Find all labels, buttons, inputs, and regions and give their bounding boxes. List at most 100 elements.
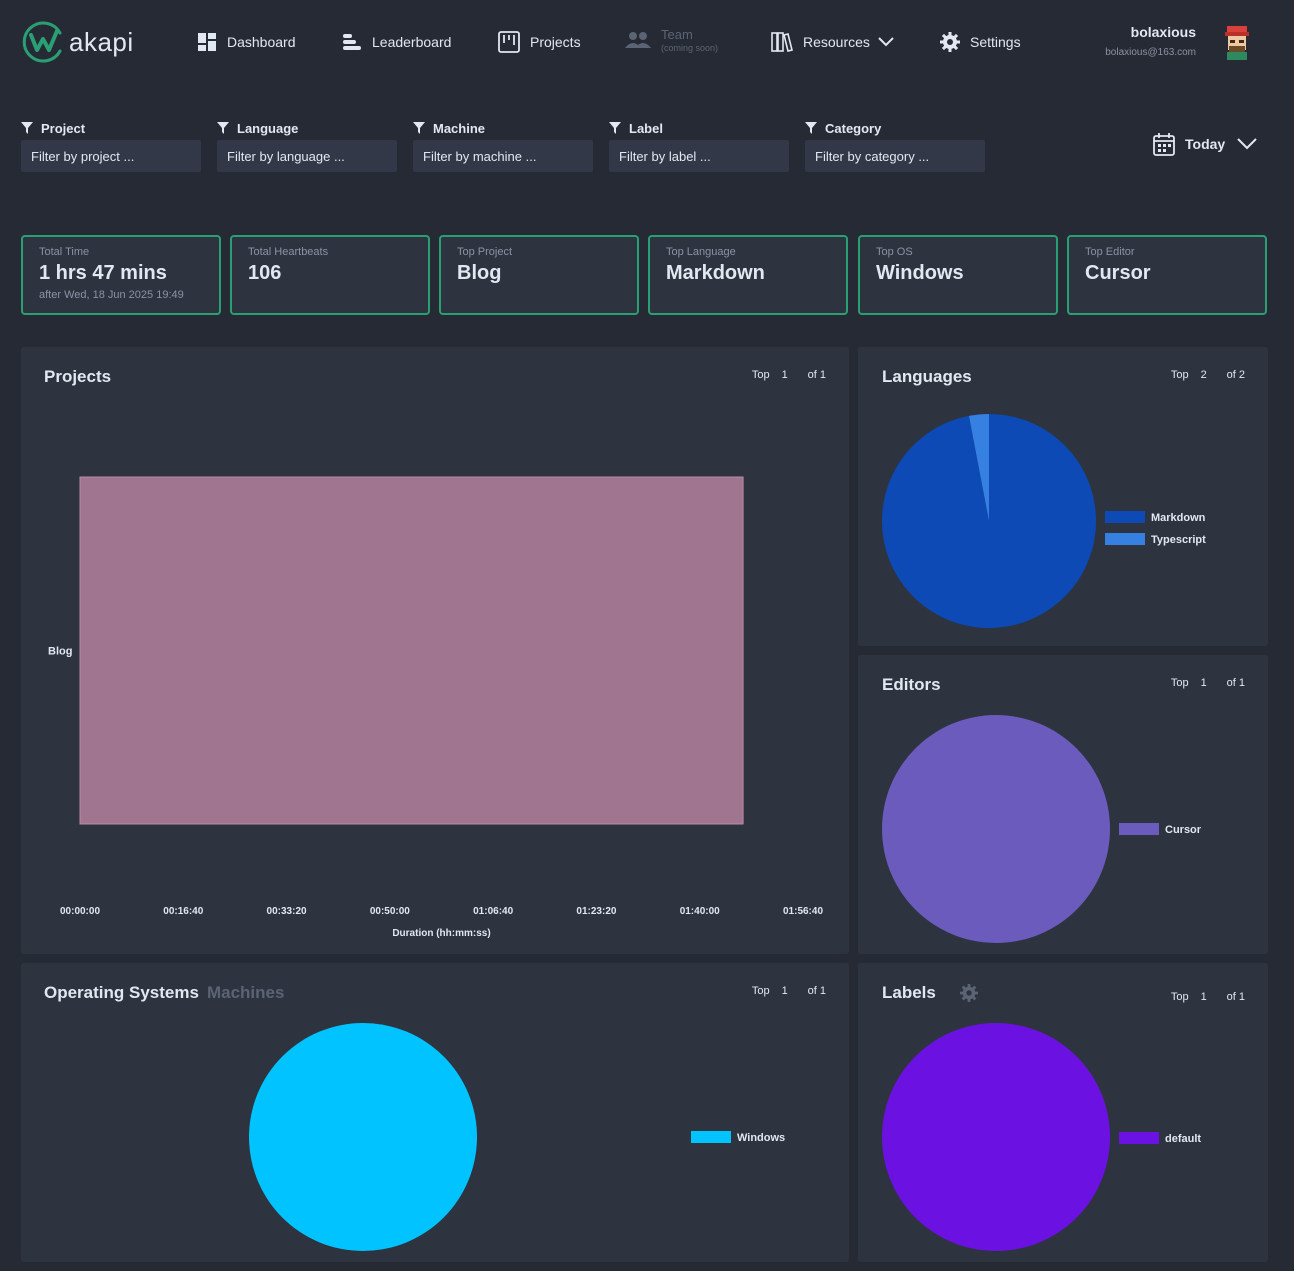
nav-team-label: Team: [661, 26, 693, 42]
dashboard-icon: [198, 33, 216, 51]
nav-leaderboard-label: Leaderboard: [372, 34, 452, 50]
x-tick-label: 00:00:00: [60, 906, 100, 917]
languages-panel: Languages Top 2 of 2 Markdown Typescript: [858, 347, 1268, 646]
pie-slice-cursor[interactable]: [882, 715, 1110, 943]
category-filter-input[interactable]: [805, 140, 985, 172]
category-label: Blog: [48, 646, 72, 658]
nav-leaderboard[interactable]: Leaderboard: [342, 30, 451, 54]
filter-project-label: Project: [41, 120, 86, 136]
filter-icon: [413, 122, 425, 134]
stat-value: Cursor: [1085, 262, 1151, 284]
panel-title: Projects: [44, 367, 112, 386]
nav-settings[interactable]: Settings: [940, 30, 1021, 54]
x-axis-label: Duration (hh:mm:ss): [392, 928, 490, 939]
legend-label[interactable]: Cursor: [1165, 824, 1202, 836]
stat-top-project: Top Project Blog: [439, 235, 639, 315]
top-n-input[interactable]: 1: [781, 369, 788, 381]
os-pie-chart: Windows: [249, 1023, 785, 1251]
pie-slice-typescript[interactable]: [968, 414, 989, 521]
pie-slice-default[interactable]: [882, 1023, 1110, 1251]
filter-language: Language: [217, 120, 397, 172]
label-filter-input[interactable]: [609, 140, 789, 172]
top-label: Top: [1170, 677, 1189, 689]
top-label: Top: [751, 985, 770, 997]
top-n-input[interactable]: 2: [1200, 369, 1207, 381]
x-tick-label: 01:23:20: [576, 906, 616, 917]
of-total: of 1: [807, 985, 826, 997]
stat-value: Blog: [457, 262, 502, 284]
date-range-select[interactable]: Today: [1153, 132, 1257, 156]
stat-title: Top Editor: [1085, 246, 1135, 258]
legend-swatch[interactable]: [1119, 1132, 1159, 1144]
legend-label[interactable]: Typescript: [1151, 534, 1206, 546]
of-total: of 1: [1226, 991, 1245, 1003]
user-info[interactable]: bolaxious bolaxious@163.com: [1105, 24, 1196, 58]
editors-panel: Editors Top 1 of 1 Cursor: [858, 655, 1268, 954]
books-icon: [771, 32, 793, 52]
projects-panel: Projects Top 1 of 1 Blog 00:00:00 00:16:40…: [21, 347, 849, 954]
stat-value: 1 hrs 47 mins: [39, 262, 167, 284]
chevron-down-icon: [1237, 138, 1257, 150]
top-n-input[interactable]: 1: [1200, 991, 1207, 1003]
stat-subtext: after Wed, 18 Jun 2025 19:49: [39, 289, 184, 301]
panel-title: Editors: [882, 675, 941, 694]
x-tick-label: 01:56:40: [783, 906, 823, 917]
filter-machine: Machine: [413, 120, 593, 172]
stat-total-heartbeats: Total Heartbeats 106: [230, 235, 430, 315]
filter-label-group: Label: [609, 120, 789, 172]
filter-label-label: Label: [629, 120, 663, 136]
nav-team-sub: (coming soon): [661, 42, 719, 53]
wakapi-logo[interactable]: akapi: [20, 20, 134, 64]
languages-pie-chart: Markdown Typescript: [882, 414, 1206, 628]
top-n-control: Top 1 of 1: [1171, 991, 1245, 1003]
labels-panel-header: Labels: [882, 983, 978, 1003]
filter-machine-label: Machine: [433, 120, 486, 136]
calendar-icon: [1153, 133, 1175, 156]
project-filter-input[interactable]: [21, 140, 201, 172]
legend-label[interactable]: Markdown: [1151, 512, 1206, 524]
stat-top-language: Top Language Markdown: [648, 235, 848, 315]
x-tick-label: 01:06:40: [473, 906, 513, 917]
top-label: Top: [1170, 369, 1189, 381]
nav-projects[interactable]: Projects: [498, 30, 581, 54]
legend-swatch[interactable]: [1105, 511, 1145, 523]
nav-settings-label: Settings: [970, 34, 1021, 50]
stat-title: Total Heartbeats: [248, 246, 329, 258]
nav-team: Team (coming soon): [625, 28, 718, 52]
legend-swatch[interactable]: [1119, 823, 1159, 835]
legend-swatch[interactable]: [1105, 533, 1145, 545]
bar-blog[interactable]: [79, 476, 744, 825]
filter-icon: [609, 122, 621, 134]
top-n-input[interactable]: 1: [781, 985, 788, 997]
nav-dashboard[interactable]: Dashboard: [197, 30, 296, 54]
pie-slice-windows[interactable]: [249, 1023, 477, 1251]
top-n-input[interactable]: 1: [1200, 677, 1207, 689]
top-label: Top: [1170, 991, 1189, 1003]
nav-projects-label: Projects: [530, 34, 581, 50]
language-filter-input[interactable]: [217, 140, 397, 172]
os-panel-header: Operating Systems Machines: [44, 983, 284, 1003]
filter-category-label: Category: [825, 120, 882, 136]
of-total: of 1: [807, 369, 826, 381]
editors-pie-chart: Cursor: [882, 715, 1202, 943]
filter-icon: [217, 122, 229, 134]
chevron-down-icon: [878, 37, 894, 47]
stat-top-os: Top OS Windows: [858, 235, 1058, 315]
machines-tab[interactable]: Machines: [206, 983, 285, 1002]
legend-label[interactable]: default: [1165, 1133, 1201, 1145]
gear-icon[interactable]: [959, 984, 978, 1002]
panel-title: Languages: [882, 367, 972, 386]
panel-title[interactable]: Operating Systems: [44, 983, 199, 1002]
x-tick-label: 00:16:40: [163, 906, 203, 917]
machine-filter-input[interactable]: [413, 140, 593, 172]
stat-title: Total Time: [39, 246, 90, 258]
nav-resources[interactable]: Resources: [771, 30, 904, 54]
legend-label[interactable]: Windows: [737, 1132, 785, 1144]
legend-swatch[interactable]: [691, 1131, 731, 1143]
avatar[interactable]: [1221, 24, 1253, 60]
filter-language-label: Language: [237, 120, 299, 136]
stat-total-time: Total Time 1 hrs 47 mins after Wed, 18 J…: [21, 235, 221, 315]
filter-icon: [21, 122, 33, 134]
leaderboard-icon: [343, 34, 361, 50]
stat-title: Top Project: [457, 246, 513, 258]
